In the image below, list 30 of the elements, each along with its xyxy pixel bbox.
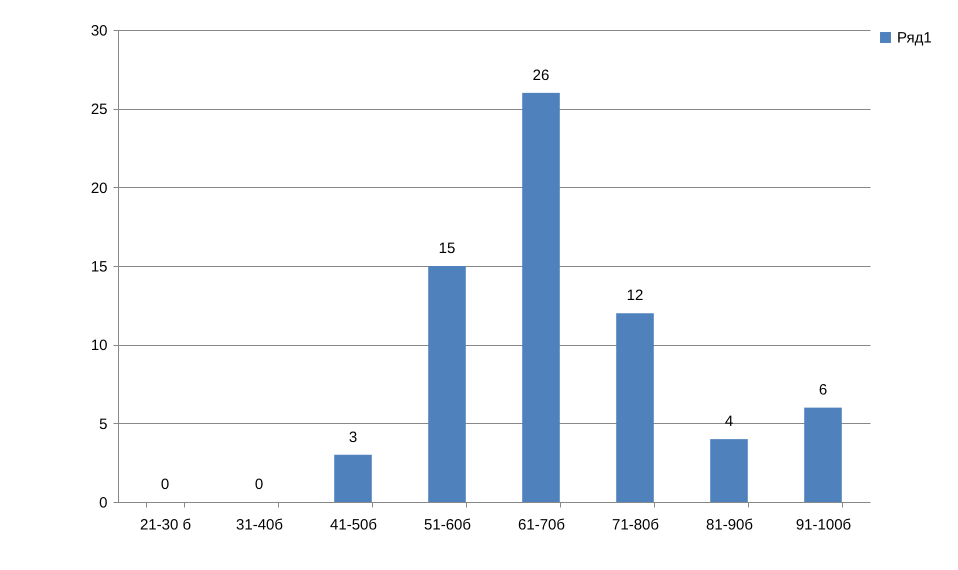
x-tick-label: 81-90б xyxy=(706,516,753,534)
y-tick-label: 15 xyxy=(90,258,108,276)
data-label: 4 xyxy=(724,413,734,430)
bar xyxy=(428,266,466,502)
y-tick-label: 25 xyxy=(90,101,108,118)
data-label: 3 xyxy=(348,428,358,446)
y-tick-label: 30 xyxy=(90,22,108,40)
bar xyxy=(710,439,748,502)
x-tick-label: 21-30 б xyxy=(140,516,192,534)
x-tick-label: 31-40б xyxy=(236,516,283,534)
data-label: 15 xyxy=(438,240,456,257)
bar xyxy=(522,92,560,502)
y-tick-label: 10 xyxy=(90,337,108,354)
data-label: 0 xyxy=(160,476,170,493)
x-tick-label: 71-80б xyxy=(612,516,659,534)
data-label: 12 xyxy=(626,287,644,304)
legend-label: Ряд1 xyxy=(897,30,932,46)
x-tick-label: 61-70б xyxy=(518,516,565,534)
y-tick-label: 0 xyxy=(99,494,108,512)
y-tick-label: 5 xyxy=(99,416,108,433)
bar xyxy=(616,313,654,502)
x-tick-label: 41-50б xyxy=(330,516,377,534)
data-label: 0 xyxy=(254,476,264,493)
data-label: 6 xyxy=(818,382,828,399)
bar xyxy=(334,454,372,502)
x-tick-label: 91-100б xyxy=(796,516,852,534)
x-tick-label: 51-60б xyxy=(424,516,471,534)
data-label: 26 xyxy=(532,66,550,84)
y-tick-label: 20 xyxy=(90,180,108,197)
bar xyxy=(804,408,842,502)
